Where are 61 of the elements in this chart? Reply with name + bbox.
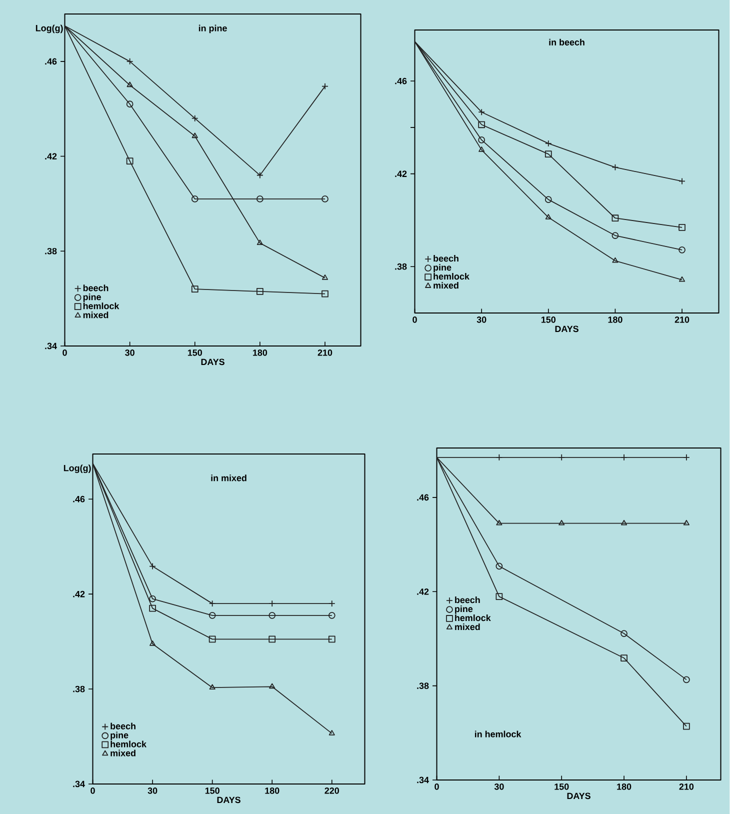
y-tick-label: .34	[45, 342, 58, 350]
x-tick-label: 150	[554, 784, 569, 790]
text: in mixed	[211, 474, 246, 482]
legend-label: pine	[434, 264, 452, 272]
x-axis-title: DAYS	[567, 792, 591, 800]
x-tick-label: 0	[412, 316, 418, 323]
y-tick-label: .34	[73, 780, 86, 788]
x-axis-title: DAYS	[201, 358, 225, 366]
legend-label: hemlock	[455, 614, 491, 622]
text: in hemlock	[475, 730, 522, 738]
x-tick-label: 0	[62, 350, 68, 356]
x-tick-label: 0	[90, 788, 96, 794]
y-axis-title: Log(g)	[64, 464, 91, 474]
legend-label: mixed	[84, 312, 108, 318]
x-tick-label: 220	[324, 788, 340, 794]
legend-label: pine	[84, 294, 102, 302]
x-tick-label: 210	[318, 350, 332, 356]
y-tick-label: .42	[417, 588, 429, 595]
y-tick-label: .38	[73, 686, 85, 692]
legend-label: hemlock	[110, 740, 147, 748]
x-tick-label: 210	[679, 784, 694, 790]
x-tick-label: 30	[476, 316, 486, 323]
legend-label: beech	[455, 596, 480, 604]
y-tick-label: .46	[73, 496, 85, 502]
legend-label: beech	[84, 284, 108, 292]
x-tick-label: 210	[674, 316, 690, 323]
x-tick-label: 150	[206, 788, 220, 794]
legend-label: hemlock	[434, 273, 470, 280]
text: in pine	[199, 24, 228, 34]
x-tick-label: 30	[494, 784, 504, 790]
legend-label: mixed	[455, 623, 480, 630]
text: in beech	[549, 38, 585, 46]
y-tick-label: .38	[45, 248, 57, 254]
legend-label: pine	[110, 732, 128, 740]
legend-label: beech	[434, 255, 459, 262]
x-tick-label: 0	[434, 784, 440, 790]
y-tick-label: .38	[395, 263, 407, 270]
x-tick-label: 150	[188, 350, 202, 356]
y-tick-label: .38	[417, 682, 429, 689]
legend-label: hemlock	[84, 302, 120, 310]
y-axis-title: Log(g)	[36, 24, 63, 34]
x-tick-label: 180	[617, 784, 632, 790]
y-tick-label: .46	[45, 58, 57, 65]
y-tick-label: .42	[45, 153, 57, 160]
x-tick-label: 180	[265, 788, 280, 794]
x-tick-label: 180	[253, 350, 268, 356]
legend-label: beech	[110, 722, 136, 730]
x-tick-label: 30	[148, 788, 158, 794]
x-tick-label: 30	[125, 350, 135, 356]
legend-label: pine	[455, 606, 473, 614]
x-axis-title: DAYS	[217, 796, 241, 804]
x-tick-label: 180	[608, 316, 622, 323]
y-tick-label: .42	[395, 170, 407, 177]
y-tick-label: .42	[73, 590, 85, 598]
x-axis-title: DAYS	[555, 326, 579, 332]
y-tick-label: .46	[417, 494, 429, 501]
y-tick-label: .46	[395, 78, 407, 84]
x-tick-label: 150	[542, 316, 556, 323]
y-tick-label: .34	[417, 776, 430, 784]
legend-label: mixed	[434, 282, 458, 289]
legend-label: mixed	[110, 750, 136, 756]
